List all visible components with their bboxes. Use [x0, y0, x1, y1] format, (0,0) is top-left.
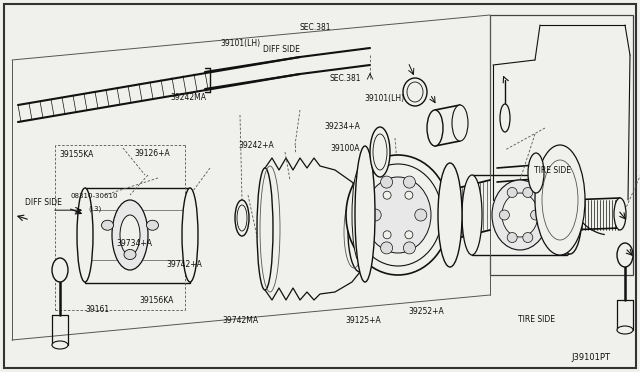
- Text: 39155KA: 39155KA: [60, 150, 94, 159]
- Ellipse shape: [492, 180, 548, 250]
- Ellipse shape: [124, 250, 136, 260]
- Text: 39126+A: 39126+A: [134, 149, 170, 158]
- Ellipse shape: [383, 191, 391, 199]
- Ellipse shape: [614, 198, 626, 230]
- Ellipse shape: [77, 188, 93, 282]
- Text: J39101PT: J39101PT: [571, 353, 610, 362]
- Ellipse shape: [403, 176, 415, 188]
- Ellipse shape: [182, 188, 198, 282]
- Ellipse shape: [502, 193, 538, 237]
- Ellipse shape: [365, 177, 431, 253]
- Ellipse shape: [452, 105, 468, 141]
- Text: 39125+A: 39125+A: [346, 316, 381, 325]
- Bar: [85, 188, 190, 283]
- Text: DIFF SIDE: DIFF SIDE: [25, 198, 62, 207]
- Ellipse shape: [405, 231, 413, 239]
- Text: 39742+A: 39742+A: [166, 260, 202, 269]
- Ellipse shape: [120, 215, 140, 255]
- Ellipse shape: [535, 145, 585, 255]
- Text: 39242MA: 39242MA: [171, 93, 207, 102]
- Ellipse shape: [438, 163, 462, 267]
- Bar: [472, 175, 567, 255]
- Text: 39161: 39161: [85, 305, 109, 314]
- Text: 39100A: 39100A: [331, 144, 360, 153]
- Text: DIFF SIDE: DIFF SIDE: [263, 45, 300, 54]
- Ellipse shape: [427, 110, 443, 146]
- Text: 39234+A: 39234+A: [324, 122, 360, 131]
- Ellipse shape: [500, 104, 510, 132]
- Ellipse shape: [617, 243, 633, 267]
- Ellipse shape: [499, 210, 509, 220]
- Ellipse shape: [348, 192, 372, 272]
- Ellipse shape: [523, 187, 532, 198]
- Ellipse shape: [147, 220, 159, 230]
- Text: 39734+A: 39734+A: [116, 239, 152, 248]
- Text: 39156KA: 39156KA: [140, 296, 174, 305]
- Ellipse shape: [558, 174, 582, 254]
- Ellipse shape: [403, 78, 427, 106]
- Ellipse shape: [369, 209, 381, 221]
- Ellipse shape: [383, 231, 391, 239]
- Text: SEC.381: SEC.381: [299, 23, 331, 32]
- Ellipse shape: [52, 258, 68, 282]
- Ellipse shape: [415, 209, 427, 221]
- Ellipse shape: [237, 205, 247, 231]
- Text: 39242+A: 39242+A: [238, 141, 274, 150]
- Ellipse shape: [102, 220, 113, 230]
- Text: 08310-30610: 08310-30610: [71, 193, 118, 199]
- Ellipse shape: [235, 200, 249, 236]
- Ellipse shape: [355, 146, 375, 282]
- Text: 39252+A: 39252+A: [408, 307, 444, 316]
- Ellipse shape: [528, 153, 544, 193]
- Text: 39101(LH): 39101(LH): [364, 94, 404, 103]
- Ellipse shape: [381, 176, 392, 188]
- Ellipse shape: [52, 341, 68, 349]
- Ellipse shape: [346, 155, 450, 275]
- Text: 39101(LH): 39101(LH): [220, 39, 260, 48]
- Ellipse shape: [407, 82, 423, 102]
- Ellipse shape: [523, 232, 532, 243]
- Ellipse shape: [257, 168, 273, 290]
- Ellipse shape: [557, 175, 577, 255]
- Text: ( 3): ( 3): [88, 206, 101, 212]
- Bar: [490, 15, 633, 275]
- Ellipse shape: [370, 127, 390, 177]
- Ellipse shape: [462, 175, 482, 255]
- Ellipse shape: [381, 242, 392, 254]
- Ellipse shape: [352, 168, 368, 262]
- Ellipse shape: [542, 160, 578, 240]
- Text: TIRE SIDE: TIRE SIDE: [534, 166, 572, 175]
- Ellipse shape: [508, 232, 517, 243]
- Text: TIRE SIDE: TIRE SIDE: [518, 315, 555, 324]
- Ellipse shape: [405, 191, 413, 199]
- Ellipse shape: [112, 200, 148, 270]
- Text: 39742MA: 39742MA: [222, 316, 258, 325]
- Ellipse shape: [354, 164, 442, 266]
- Bar: [360, 168, 378, 263]
- Ellipse shape: [562, 184, 578, 244]
- Ellipse shape: [617, 326, 633, 334]
- Ellipse shape: [531, 210, 541, 220]
- Ellipse shape: [403, 242, 415, 254]
- Ellipse shape: [508, 187, 517, 198]
- Ellipse shape: [373, 134, 387, 170]
- Text: SEC.381: SEC.381: [330, 74, 362, 83]
